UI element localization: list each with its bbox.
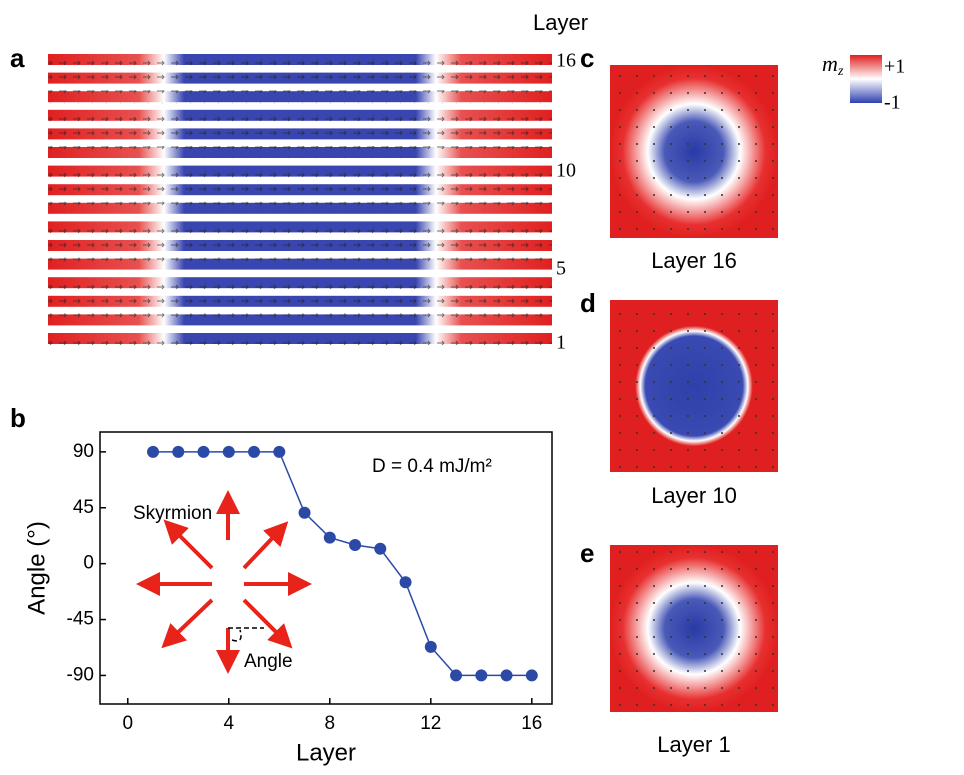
layer-label: 1	[556, 332, 566, 354]
figure: 161051 m z +1 -1 Layer 16 Layer 10 Layer…	[0, 0, 964, 770]
point	[273, 446, 285, 458]
caption: Layer 10	[651, 483, 737, 508]
panel-label: c	[580, 43, 594, 73]
point	[299, 507, 311, 519]
layer-arrows	[48, 72, 552, 85]
panel-a: 16 10 5 1	[48, 50, 576, 354]
caption: Layer 1	[657, 732, 730, 757]
colorbar-tick: -1	[884, 92, 901, 114]
layer-arrows	[48, 127, 552, 140]
colorbar	[850, 55, 882, 103]
angle-marker	[228, 628, 264, 641]
x-tick-label: 8	[324, 713, 335, 734]
arrows	[610, 65, 778, 238]
layer-arrows	[48, 239, 552, 252]
point	[501, 669, 513, 681]
caption: Layer 16	[651, 248, 737, 273]
annotation: Angle	[244, 651, 293, 672]
annotation: Skyrmion	[133, 503, 212, 524]
y-tick-label: 45	[73, 497, 94, 518]
x-tick-label: 12	[420, 713, 441, 734]
point	[198, 446, 210, 458]
x-tick-label: 16	[521, 713, 542, 734]
point	[374, 543, 386, 555]
plot: 0 4 8 12 16 -90 -45 0 45 90 Layer Angle (°) D = 0.4 …	[23, 432, 552, 766]
point	[526, 669, 538, 681]
panel-label: e	[580, 538, 594, 568]
layer-label: 5	[556, 258, 566, 280]
layer-arrows	[48, 313, 552, 326]
point	[324, 532, 336, 544]
x-tick-label: 0	[122, 713, 133, 734]
point	[400, 576, 412, 588]
layer-arrows	[48, 165, 552, 178]
layer-arrows	[48, 295, 552, 308]
point	[475, 669, 487, 681]
point	[147, 446, 159, 458]
layer-arrows	[48, 332, 552, 345]
layer-label: 16	[556, 50, 576, 72]
colorbar-label: z	[837, 64, 844, 79]
panel-label: a	[10, 43, 25, 73]
arrows	[610, 300, 778, 472]
skyrmion-icon	[148, 502, 300, 662]
axis-title: Layer	[533, 10, 588, 35]
layer-arrows	[48, 202, 552, 215]
point	[248, 446, 260, 458]
layer-arrows	[48, 146, 552, 159]
point	[425, 641, 437, 653]
layer-arrows	[48, 276, 552, 289]
layer-arrows	[48, 90, 552, 103]
point	[172, 446, 184, 458]
y-tick-label: -90	[67, 664, 94, 685]
panel-cde: m z +1 -1 Layer 16 Layer 10 Layer 1	[610, 51, 905, 757]
colorbar-tick: +1	[884, 56, 905, 78]
x-tick-label: 4	[223, 713, 234, 734]
annotation: D = 0.4 mJ/m²	[372, 456, 492, 477]
point	[450, 669, 462, 681]
layer-arrows	[48, 183, 552, 196]
point	[349, 539, 361, 551]
layer-arrows	[48, 53, 552, 66]
arrows	[610, 545, 778, 712]
x-axis-label: Layer	[296, 739, 356, 766]
y-tick-label: 0	[83, 553, 94, 574]
point	[223, 446, 235, 458]
layer-arrows	[48, 109, 552, 122]
layer-label: 10	[556, 160, 576, 182]
layer-arrows	[48, 220, 552, 233]
layer-arrows	[48, 258, 552, 271]
y-tick-label: 90	[73, 441, 94, 462]
panel-label: b	[10, 403, 26, 433]
panel-label: d	[580, 288, 596, 318]
colorbar-label: m	[822, 51, 838, 76]
y-tick-label: -45	[67, 609, 94, 630]
y-axis-label: Angle (°)	[23, 521, 50, 615]
